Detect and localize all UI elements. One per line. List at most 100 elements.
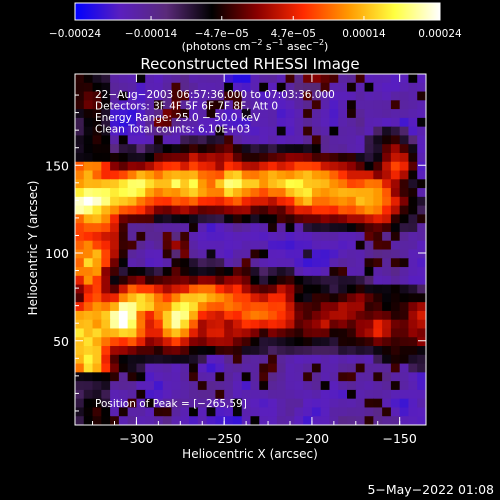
heatmap-pixel xyxy=(364,258,374,268)
heatmap-pixel xyxy=(320,372,331,382)
heatmap-pixel xyxy=(110,179,120,189)
heatmap-pixel xyxy=(162,100,173,110)
colorbar-tick-label: −0.00014 xyxy=(125,28,178,40)
heatmap-pixel xyxy=(259,126,269,137)
heatmap-pixel xyxy=(259,188,269,198)
heatmap-pixel xyxy=(320,319,331,330)
heatmap-pixel xyxy=(215,381,225,391)
heatmap-pixel xyxy=(224,223,234,233)
heatmap-pixel xyxy=(268,284,278,294)
heatmap-pixel xyxy=(382,275,392,286)
heatmap-pixel xyxy=(303,275,313,286)
heatmap-pixel xyxy=(145,398,155,409)
heatmap-pixel xyxy=(136,249,146,259)
heatmap-pixel xyxy=(259,135,269,145)
heatmap-pixel xyxy=(320,117,331,128)
heatmap-pixel xyxy=(180,302,190,312)
heatmap-pixel xyxy=(329,152,339,163)
heatmap-pixel xyxy=(101,100,111,110)
heatmap-pixel xyxy=(241,214,252,224)
heatmap-pixel xyxy=(355,196,366,207)
heatmap-pixel xyxy=(136,91,146,101)
heatmap-pixel xyxy=(171,196,181,207)
heatmap-pixel xyxy=(294,109,304,119)
heatmap-pixel xyxy=(110,275,120,286)
heatmap-pixel xyxy=(224,240,234,251)
heatmap-pixel xyxy=(180,258,190,268)
heatmap-pixel xyxy=(347,196,357,207)
heatmap-pixel xyxy=(294,91,304,101)
heatmap-pixel xyxy=(232,310,243,321)
heatmap-pixel xyxy=(347,82,357,93)
heatmap-pixel xyxy=(162,74,173,84)
heatmap-pixel xyxy=(162,372,173,382)
heatmap-pixel xyxy=(206,109,216,119)
heatmap-pixel xyxy=(92,398,102,409)
heatmap-pixel xyxy=(303,398,313,409)
heatmap-pixel xyxy=(83,275,94,286)
heatmap-pixel xyxy=(276,170,287,180)
colorbar xyxy=(74,2,441,21)
heatmap-pixel xyxy=(408,302,418,312)
heatmap-pixel xyxy=(355,135,366,145)
heatmap-pixel xyxy=(294,205,304,215)
heatmap-pixel xyxy=(118,302,129,312)
heatmap-pixel xyxy=(215,337,225,347)
heatmap-pixel xyxy=(250,126,260,137)
heatmap-pixel xyxy=(417,381,426,391)
heatmap-pixel xyxy=(83,188,94,198)
heatmap-pixel xyxy=(373,310,383,321)
heatmap-pixel xyxy=(127,144,138,154)
heatmap-pixel xyxy=(364,231,374,242)
heatmap-pixel xyxy=(75,82,85,93)
x-axis-label: Heliocentric X (arcsec) xyxy=(182,447,318,461)
heatmap-pixel xyxy=(180,363,190,373)
heatmap-pixel xyxy=(399,310,410,321)
heatmap-pixel xyxy=(268,100,278,110)
heatmap-pixel xyxy=(118,416,129,425)
heatmap-pixel xyxy=(145,372,155,382)
heatmap-pixel xyxy=(285,346,295,356)
heatmap-pixel xyxy=(232,144,243,154)
heatmap-pixel xyxy=(215,398,225,409)
heatmap-pixel xyxy=(364,109,374,119)
heatmap-pixel xyxy=(118,179,129,189)
heatmap-pixel xyxy=(268,337,278,347)
heatmap-pixel xyxy=(224,144,234,154)
heatmap-pixel xyxy=(399,109,410,119)
heatmap-pixel xyxy=(382,346,392,356)
heatmap-pixel xyxy=(83,346,94,356)
heatmap-pixel xyxy=(171,398,181,409)
colorbar-ticks: −0.00024 −0.00014 −4.7e−05 4.7e−05 0.00014 0.… xyxy=(49,16,462,40)
heatmap-pixel xyxy=(241,82,252,93)
heatmap-pixel xyxy=(390,214,401,224)
heatmap-pixel xyxy=(189,144,199,154)
heatmap-pixel xyxy=(338,407,348,417)
heatmap-pixel xyxy=(408,152,418,163)
heatmap-pixel xyxy=(285,161,295,172)
heatmap-pixel xyxy=(162,126,173,137)
heatmap-pixel xyxy=(224,346,234,356)
heatmap-pixel xyxy=(285,354,295,365)
heatmap-pixel xyxy=(241,161,252,172)
heatmap-pixel xyxy=(347,109,357,119)
heatmap-pixel xyxy=(390,188,401,198)
heatmap-pixel xyxy=(232,223,243,233)
heatmap-pixel xyxy=(338,74,348,84)
heatmap-pixel xyxy=(320,249,331,259)
heatmap-pixel xyxy=(320,231,331,242)
heatmap-pixel xyxy=(224,381,234,391)
heatmap-pixel xyxy=(136,188,146,198)
heatmap-pixel xyxy=(399,91,410,101)
heatmap-pixel xyxy=(399,363,410,373)
heatmap-pixel xyxy=(311,328,322,338)
heatmap-pixel xyxy=(197,82,208,93)
heatmap-pixel xyxy=(311,82,322,93)
heatmap-pixel xyxy=(285,258,295,268)
heatmap-pixel xyxy=(241,389,252,400)
heatmap-pixel xyxy=(364,196,374,207)
heatmap-pixel xyxy=(311,126,322,137)
heatmap-pixel xyxy=(320,161,331,172)
heatmap-pixel xyxy=(373,170,383,180)
heatmap-pixel xyxy=(171,328,181,338)
